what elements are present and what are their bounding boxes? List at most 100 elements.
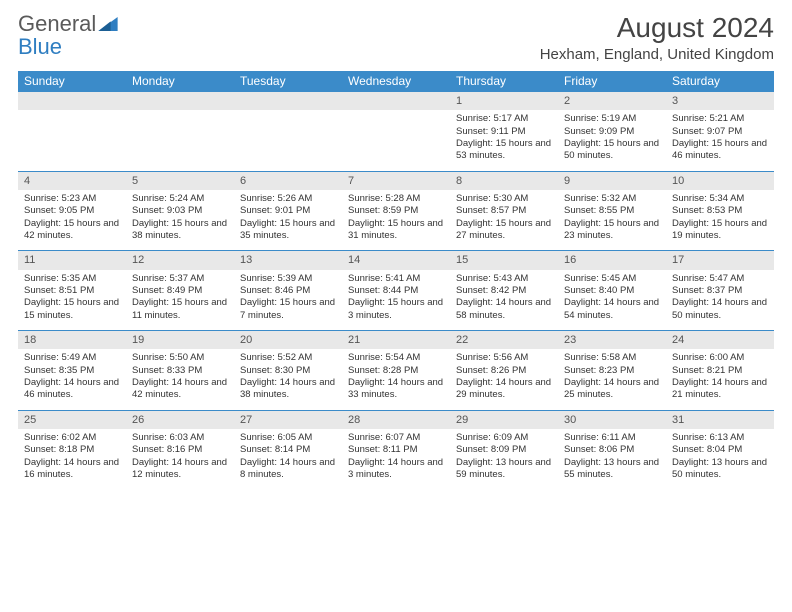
day-detail-row: Sunrise: 5:35 AMSunset: 8:51 PMDaylight:… xyxy=(18,270,774,331)
logo: GeneralBlue xyxy=(18,12,118,58)
daylight-line: Daylight: 14 hours and 12 minutes. xyxy=(132,457,228,482)
day-detail-cell: Sunrise: 5:43 AMSunset: 8:42 PMDaylight:… xyxy=(450,270,558,331)
day-number-cell: 23 xyxy=(558,331,666,350)
daylight-line: Daylight: 15 hours and 50 minutes. xyxy=(564,138,660,163)
sunrise-line: Sunrise: 5:52 AM xyxy=(240,352,336,364)
sunset-line: Sunset: 8:04 PM xyxy=(672,444,768,456)
day-detail-cell: Sunrise: 5:52 AMSunset: 8:30 PMDaylight:… xyxy=(234,349,342,410)
sunrise-line: Sunrise: 5:49 AM xyxy=(24,352,120,364)
header: GeneralBlue August 2024 Hexham, England,… xyxy=(18,12,774,63)
sunset-line: Sunset: 8:23 PM xyxy=(564,365,660,377)
sunset-line: Sunset: 8:51 PM xyxy=(24,285,120,297)
daylight-line: Daylight: 15 hours and 31 minutes. xyxy=(348,218,444,243)
sunset-line: Sunset: 9:07 PM xyxy=(672,126,768,138)
day-number-cell: 19 xyxy=(126,331,234,350)
sunrise-line: Sunrise: 5:37 AM xyxy=(132,273,228,285)
day-detail-cell: Sunrise: 5:34 AMSunset: 8:53 PMDaylight:… xyxy=(666,190,774,251)
day-number-cell: 5 xyxy=(126,171,234,190)
sunset-line: Sunset: 8:11 PM xyxy=(348,444,444,456)
daylight-line: Daylight: 15 hours and 35 minutes. xyxy=(240,218,336,243)
daylight-line: Daylight: 14 hours and 33 minutes. xyxy=(348,377,444,402)
day-detail-cell: Sunrise: 5:26 AMSunset: 9:01 PMDaylight:… xyxy=(234,190,342,251)
daylight-line: Daylight: 15 hours and 53 minutes. xyxy=(456,138,552,163)
daylight-line: Daylight: 13 hours and 50 minutes. xyxy=(672,457,768,482)
sunset-line: Sunset: 9:01 PM xyxy=(240,205,336,217)
daylight-line: Daylight: 15 hours and 23 minutes. xyxy=(564,218,660,243)
sunrise-line: Sunrise: 6:00 AM xyxy=(672,352,768,364)
sunrise-line: Sunrise: 5:56 AM xyxy=(456,352,552,364)
sunrise-line: Sunrise: 6:05 AM xyxy=(240,432,336,444)
day-number-cell: 11 xyxy=(18,251,126,270)
sunset-line: Sunset: 8:09 PM xyxy=(456,444,552,456)
sunrise-line: Sunrise: 5:26 AM xyxy=(240,193,336,205)
day-number-row: 18192021222324 xyxy=(18,331,774,350)
sunrise-line: Sunrise: 6:07 AM xyxy=(348,432,444,444)
sunset-line: Sunset: 8:40 PM xyxy=(564,285,660,297)
day-number-cell: 3 xyxy=(666,92,774,111)
daylight-line: Daylight: 15 hours and 15 minutes. xyxy=(24,297,120,322)
sunset-line: Sunset: 8:37 PM xyxy=(672,285,768,297)
day-detail-cell: Sunrise: 5:37 AMSunset: 8:49 PMDaylight:… xyxy=(126,270,234,331)
day-detail-row: Sunrise: 5:23 AMSunset: 9:05 PMDaylight:… xyxy=(18,190,774,251)
day-number-cell: 12 xyxy=(126,251,234,270)
daylight-line: Daylight: 15 hours and 42 minutes. xyxy=(24,218,120,243)
sunset-line: Sunset: 8:42 PM xyxy=(456,285,552,297)
sunset-line: Sunset: 8:21 PM xyxy=(672,365,768,377)
day-number-row: 25262728293031 xyxy=(18,410,774,429)
day-detail-cell xyxy=(126,110,234,171)
day-number-cell: 8 xyxy=(450,171,558,190)
day-number-cell: 15 xyxy=(450,251,558,270)
day-number-cell: 17 xyxy=(666,251,774,270)
day-detail-cell: Sunrise: 6:05 AMSunset: 8:14 PMDaylight:… xyxy=(234,429,342,489)
day-number-row: 123 xyxy=(18,92,774,111)
sunset-line: Sunset: 8:14 PM xyxy=(240,444,336,456)
day-detail-cell: Sunrise: 5:54 AMSunset: 8:28 PMDaylight:… xyxy=(342,349,450,410)
sunrise-line: Sunrise: 6:03 AM xyxy=(132,432,228,444)
sunrise-line: Sunrise: 5:17 AM xyxy=(456,113,552,125)
sunrise-line: Sunrise: 6:09 AM xyxy=(456,432,552,444)
sunrise-line: Sunrise: 5:45 AM xyxy=(564,273,660,285)
sunset-line: Sunset: 8:18 PM xyxy=(24,444,120,456)
sunset-line: Sunset: 9:09 PM xyxy=(564,126,660,138)
daylight-line: Daylight: 14 hours and 50 minutes. xyxy=(672,297,768,322)
day-detail-cell: Sunrise: 5:58 AMSunset: 8:23 PMDaylight:… xyxy=(558,349,666,410)
day-detail-cell: Sunrise: 6:11 AMSunset: 8:06 PMDaylight:… xyxy=(558,429,666,489)
location: Hexham, England, United Kingdom xyxy=(540,46,774,63)
day-number-cell: 16 xyxy=(558,251,666,270)
logo-text-general: General xyxy=(18,11,96,36)
sunrise-line: Sunrise: 5:23 AM xyxy=(24,193,120,205)
month-title: August 2024 xyxy=(540,12,774,44)
sunset-line: Sunset: 9:03 PM xyxy=(132,205,228,217)
sunset-line: Sunset: 9:05 PM xyxy=(24,205,120,217)
day-number-cell: 6 xyxy=(234,171,342,190)
sunrise-line: Sunrise: 5:28 AM xyxy=(348,193,444,205)
day-number-cell xyxy=(234,92,342,111)
sunset-line: Sunset: 8:53 PM xyxy=(672,205,768,217)
day-detail-cell: Sunrise: 5:28 AMSunset: 8:59 PMDaylight:… xyxy=(342,190,450,251)
day-detail-cell: Sunrise: 5:47 AMSunset: 8:37 PMDaylight:… xyxy=(666,270,774,331)
sunset-line: Sunset: 8:30 PM xyxy=(240,365,336,377)
sunset-line: Sunset: 8:49 PM xyxy=(132,285,228,297)
daylight-line: Daylight: 15 hours and 11 minutes. xyxy=(132,297,228,322)
sunrise-line: Sunrise: 6:13 AM xyxy=(672,432,768,444)
daylight-line: Daylight: 14 hours and 16 minutes. xyxy=(24,457,120,482)
daylight-line: Daylight: 14 hours and 46 minutes. xyxy=(24,377,120,402)
sunrise-line: Sunrise: 5:30 AM xyxy=(456,193,552,205)
day-number-cell: 29 xyxy=(450,410,558,429)
day-detail-cell: Sunrise: 5:41 AMSunset: 8:44 PMDaylight:… xyxy=(342,270,450,331)
sunset-line: Sunset: 8:44 PM xyxy=(348,285,444,297)
day-number-row: 45678910 xyxy=(18,171,774,190)
sunrise-line: Sunrise: 6:02 AM xyxy=(24,432,120,444)
sunrise-line: Sunrise: 5:24 AM xyxy=(132,193,228,205)
weekday-header: Wednesday xyxy=(342,71,450,92)
sunrise-line: Sunrise: 5:43 AM xyxy=(456,273,552,285)
day-number-cell xyxy=(126,92,234,111)
sunrise-line: Sunrise: 5:32 AM xyxy=(564,193,660,205)
daylight-line: Daylight: 14 hours and 58 minutes. xyxy=(456,297,552,322)
daylight-line: Daylight: 15 hours and 19 minutes. xyxy=(672,218,768,243)
daylight-line: Daylight: 14 hours and 25 minutes. xyxy=(564,377,660,402)
day-detail-cell: Sunrise: 5:19 AMSunset: 9:09 PMDaylight:… xyxy=(558,110,666,171)
day-number-cell: 4 xyxy=(18,171,126,190)
weekday-header: Sunday xyxy=(18,71,126,92)
logo-triangle-icon xyxy=(98,12,118,35)
